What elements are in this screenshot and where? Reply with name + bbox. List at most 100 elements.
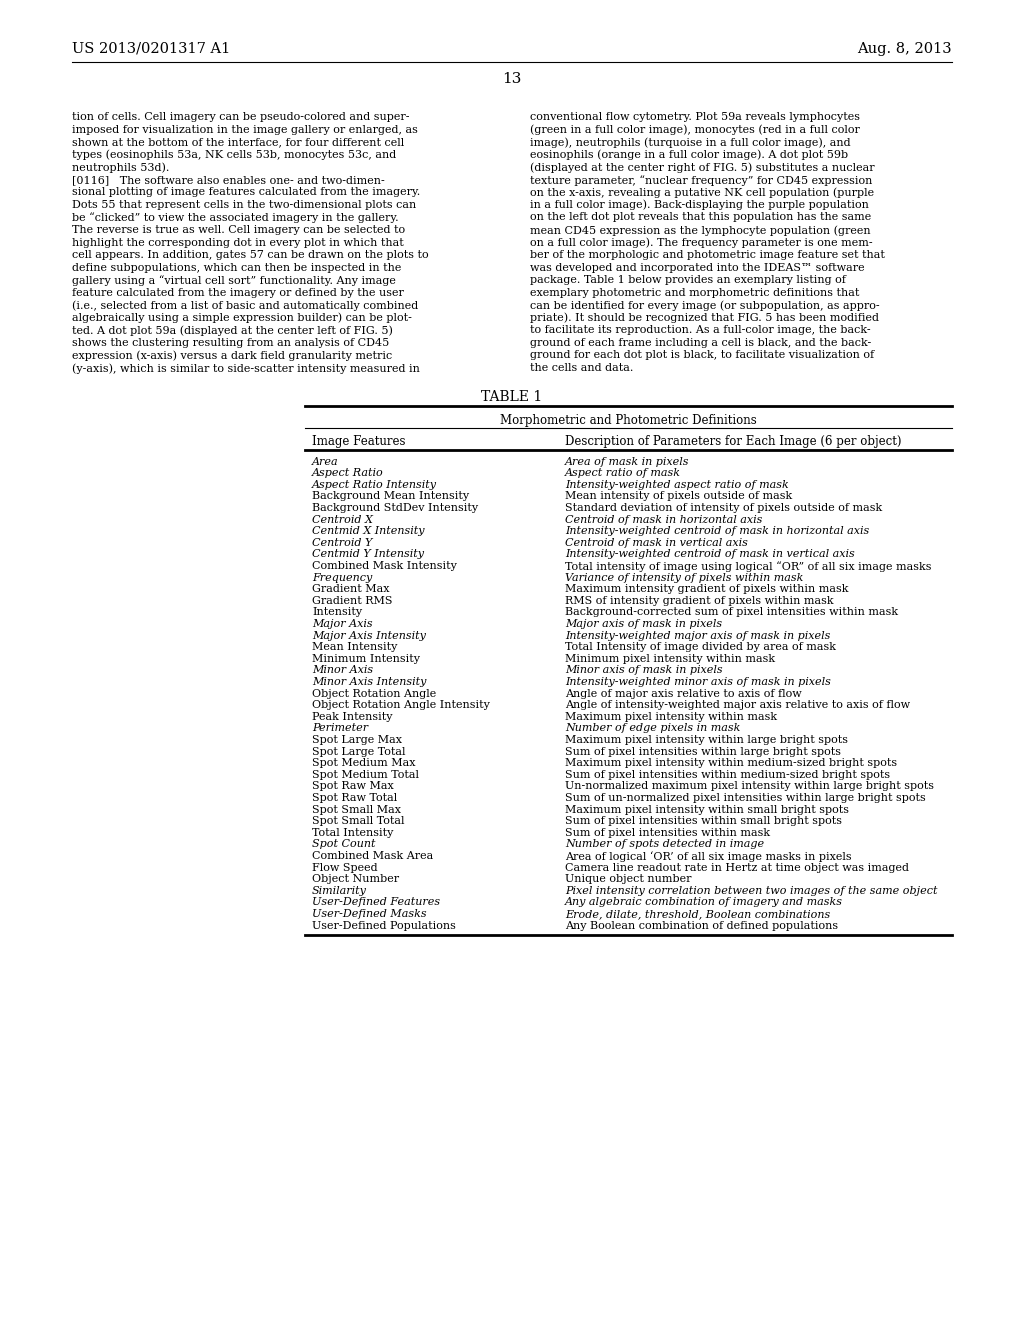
Text: Spot Large Total: Spot Large Total [312, 747, 406, 756]
Text: Major Axis Intensity: Major Axis Intensity [312, 631, 426, 640]
Text: Peak Intensity: Peak Intensity [312, 711, 392, 722]
Text: Spot Medium Max: Spot Medium Max [312, 758, 416, 768]
Text: Sum of pixel intensities within small bright spots: Sum of pixel intensities within small br… [565, 816, 842, 826]
Text: Variance of intensity of pixels within mask: Variance of intensity of pixels within m… [565, 573, 804, 582]
Text: Any Boolean combination of defined populations: Any Boolean combination of defined popul… [565, 920, 838, 931]
Text: Gradient Max: Gradient Max [312, 585, 389, 594]
Text: Aug. 8, 2013: Aug. 8, 2013 [857, 42, 952, 55]
Text: Background Mean Intensity: Background Mean Intensity [312, 491, 469, 502]
Text: Spot Raw Total: Spot Raw Total [312, 793, 397, 803]
Text: the cells and data.: the cells and data. [530, 363, 634, 374]
Text: ber of the morphologic and photometric image feature set that: ber of the morphologic and photometric i… [530, 249, 885, 260]
Text: Total Intensity: Total Intensity [312, 828, 393, 838]
Text: 13: 13 [503, 73, 521, 86]
Text: (i.e., selected from a list of basic and automatically combined: (i.e., selected from a list of basic and… [72, 300, 418, 310]
Text: Image Features: Image Features [312, 434, 406, 447]
Text: Mean intensity of pixels outside of mask: Mean intensity of pixels outside of mask [565, 491, 793, 502]
Text: texture parameter, “nuclear frequency” for CD45 expression: texture parameter, “nuclear frequency” f… [530, 174, 872, 186]
Text: Major axis of mask in pixels: Major axis of mask in pixels [565, 619, 722, 628]
Text: Centroid Y: Centroid Y [312, 537, 373, 548]
Text: Centmid Y Intensity: Centmid Y Intensity [312, 549, 424, 560]
Text: Erode, dilate, threshold, Boolean combinations: Erode, dilate, threshold, Boolean combin… [565, 909, 830, 919]
Text: Area of mask in pixels: Area of mask in pixels [565, 457, 689, 466]
Text: gallery using a “virtual cell sort” functionality. Any image: gallery using a “virtual cell sort” func… [72, 275, 396, 286]
Text: (y-axis), which is similar to side-scatter intensity measured in: (y-axis), which is similar to side-scatt… [72, 363, 420, 374]
Text: types (eosinophils 53a, NK cells 53b, monocytes 53c, and: types (eosinophils 53a, NK cells 53b, mo… [72, 149, 396, 160]
Text: Area: Area [312, 457, 339, 466]
Text: Intensity: Intensity [312, 607, 362, 618]
Text: Minor Axis Intensity: Minor Axis Intensity [312, 677, 426, 686]
Text: ground of each frame including a cell is black, and the back-: ground of each frame including a cell is… [530, 338, 871, 348]
Text: Camera line readout rate in Hertz at time object was imaged: Camera line readout rate in Hertz at tim… [565, 862, 909, 873]
Text: Morphometric and Photometric Definitions: Morphometric and Photometric Definitions [500, 413, 757, 426]
Text: Minor Axis: Minor Axis [312, 665, 373, 676]
Text: Aspect Ratio Intensity: Aspect Ratio Intensity [312, 479, 437, 490]
Text: Maximum pixel intensity within mask: Maximum pixel intensity within mask [565, 711, 777, 722]
Text: Minimum pixel intensity within mask: Minimum pixel intensity within mask [565, 653, 775, 664]
Text: Sum of pixel intensities within medium-sized bright spots: Sum of pixel intensities within medium-s… [565, 770, 890, 780]
Text: define subpopulations, which can then be inspected in the: define subpopulations, which can then be… [72, 263, 401, 273]
Text: Standard deviation of intensity of pixels outside of mask: Standard deviation of intensity of pixel… [565, 503, 883, 513]
Text: TABLE 1: TABLE 1 [481, 389, 543, 404]
Text: Number of edge pixels in mask: Number of edge pixels in mask [565, 723, 740, 734]
Text: Total Intensity of image divided by area of mask: Total Intensity of image divided by area… [565, 642, 836, 652]
Text: Description of Parameters for Each Image (6 per object): Description of Parameters for Each Image… [565, 434, 901, 447]
Text: Sum of pixel intensities within mask: Sum of pixel intensities within mask [565, 828, 770, 838]
Text: image), neutrophils (turquoise in a full color image), and: image), neutrophils (turquoise in a full… [530, 137, 851, 148]
Text: Background StdDev Intensity: Background StdDev Intensity [312, 503, 478, 513]
Text: Minor axis of mask in pixels: Minor axis of mask in pixels [565, 665, 723, 676]
Text: Combined Mask Intensity: Combined Mask Intensity [312, 561, 457, 572]
Text: Dots 55 that represent cells in the two-dimensional plots can: Dots 55 that represent cells in the two-… [72, 199, 416, 210]
Text: on the x-axis, revealing a putative NK cell population (purple: on the x-axis, revealing a putative NK c… [530, 187, 874, 198]
Text: on a full color image). The frequency parameter is one mem-: on a full color image). The frequency pa… [530, 238, 872, 248]
Text: Spot Raw Max: Spot Raw Max [312, 781, 394, 792]
Text: Unique object number: Unique object number [565, 874, 691, 884]
Text: can be identified for every image (or subpopulation, as appro-: can be identified for every image (or su… [530, 300, 880, 310]
Text: Spot Small Max: Spot Small Max [312, 805, 401, 814]
Text: Centroid X: Centroid X [312, 515, 373, 524]
Text: conventional flow cytometry. Plot 59a reveals lymphocytes: conventional flow cytometry. Plot 59a re… [530, 112, 860, 121]
Text: Flow Speed: Flow Speed [312, 862, 378, 873]
Text: Centmid X Intensity: Centmid X Intensity [312, 527, 425, 536]
Text: Aspect Ratio: Aspect Ratio [312, 469, 384, 478]
Text: exemplary photometric and morphometric definitions that: exemplary photometric and morphometric d… [530, 288, 859, 298]
Text: (green in a full color image), monocytes (red in a full color: (green in a full color image), monocytes… [530, 124, 860, 135]
Text: Perimeter: Perimeter [312, 723, 368, 734]
Text: priate). It should be recognized that FIG. 5 has been modified: priate). It should be recognized that FI… [530, 313, 879, 323]
Text: tion of cells. Cell imagery can be pseudo-colored and super-: tion of cells. Cell imagery can be pseud… [72, 112, 410, 121]
Text: Maximum intensity gradient of pixels within mask: Maximum intensity gradient of pixels wit… [565, 585, 849, 594]
Text: ground for each dot plot is black, to facilitate visualization of: ground for each dot plot is black, to fa… [530, 350, 874, 360]
Text: (displayed at the center right of FIG. 5) substitutes a nuclear: (displayed at the center right of FIG. 5… [530, 162, 874, 173]
Text: Centroid of mask in vertical axis: Centroid of mask in vertical axis [565, 537, 748, 548]
Text: Background-corrected sum of pixel intensities within mask: Background-corrected sum of pixel intens… [565, 607, 898, 618]
Text: Similarity: Similarity [312, 886, 367, 896]
Text: shows the clustering resulting from an analysis of CD45: shows the clustering resulting from an a… [72, 338, 389, 348]
Text: neutrophils 53d).: neutrophils 53d). [72, 162, 169, 173]
Text: Pixel intensity correlation between two images of the same object: Pixel intensity correlation between two … [565, 886, 938, 896]
Text: US 2013/0201317 A1: US 2013/0201317 A1 [72, 42, 230, 55]
Text: Any algebraic combination of imagery and masks: Any algebraic combination of imagery and… [565, 898, 843, 907]
Text: expression (x-axis) versus a dark field granularity metric: expression (x-axis) versus a dark field … [72, 350, 392, 360]
Text: Number of spots detected in image: Number of spots detected in image [565, 840, 764, 849]
Text: Maximum pixel intensity within medium-sized bright spots: Maximum pixel intensity within medium-si… [565, 758, 897, 768]
Text: Mean Intensity: Mean Intensity [312, 642, 397, 652]
Text: Frequency: Frequency [312, 573, 373, 582]
Text: Object Rotation Angle Intensity: Object Rotation Angle Intensity [312, 700, 489, 710]
Text: Object Number: Object Number [312, 874, 399, 884]
Text: on the left dot plot reveals that this population has the same: on the left dot plot reveals that this p… [530, 213, 871, 222]
Text: Spot Small Total: Spot Small Total [312, 816, 404, 826]
Text: algebraically using a simple expression builder) can be plot-: algebraically using a simple expression … [72, 313, 412, 323]
Text: User-Defined Populations: User-Defined Populations [312, 920, 456, 931]
Text: Centroid of mask in horizontal axis: Centroid of mask in horizontal axis [565, 515, 763, 524]
Text: Maximum pixel intensity within small bright spots: Maximum pixel intensity within small bri… [565, 805, 849, 814]
Text: sional plotting of image features calculated from the imagery.: sional plotting of image features calcul… [72, 187, 420, 197]
Text: Maximum pixel intensity within large bright spots: Maximum pixel intensity within large bri… [565, 735, 848, 744]
Text: be “clicked” to view the associated imagery in the gallery.: be “clicked” to view the associated imag… [72, 213, 398, 223]
Text: in a full color image). Back-displaying the purple population: in a full color image). Back-displaying … [530, 199, 869, 210]
Text: mean CD45 expression as the lymphocyte population (green: mean CD45 expression as the lymphocyte p… [530, 224, 870, 235]
Text: [0116]   The software also enables one- and two-dimen-: [0116] The software also enables one- an… [72, 174, 385, 185]
Text: Spot Medium Total: Spot Medium Total [312, 770, 419, 780]
Text: Intensity-weighted aspect ratio of mask: Intensity-weighted aspect ratio of mask [565, 479, 788, 490]
Text: User-Defined Masks: User-Defined Masks [312, 909, 427, 919]
Text: User-Defined Features: User-Defined Features [312, 898, 440, 907]
